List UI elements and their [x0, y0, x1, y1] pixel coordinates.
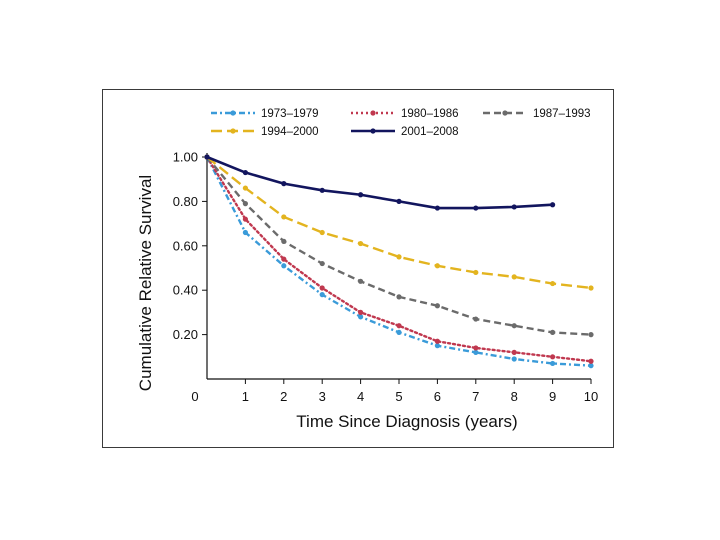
series-line — [206, 156, 592, 290]
x-tick-label: 5 — [395, 389, 402, 404]
data-point — [511, 349, 517, 355]
figure-frame: 1973–1979 1980–1986 1987–1993 1994–2000 2001… — [102, 89, 614, 448]
legend-item: 1980–1986 — [351, 108, 459, 120]
series-0 — [204, 154, 594, 369]
data-point — [396, 323, 402, 329]
x-tick-label: 4 — [357, 389, 364, 404]
data-point — [242, 201, 248, 207]
data-point — [281, 256, 287, 262]
data-point — [396, 329, 402, 335]
data-point — [281, 214, 287, 220]
legend-label: 2001–2008 — [401, 126, 459, 138]
data-point — [434, 343, 440, 349]
x-tick-label: 8 — [511, 389, 518, 404]
data-point — [319, 285, 325, 291]
data-point — [434, 205, 440, 211]
data-point — [473, 316, 479, 322]
data-point — [473, 205, 479, 211]
legend-marker — [370, 110, 376, 116]
data-point — [358, 278, 364, 284]
legend-label: 1973–1979 — [261, 108, 319, 120]
x-tick-label: 2 — [280, 389, 287, 404]
legend-marker — [230, 110, 236, 116]
legend-item: 1987–1993 — [483, 108, 591, 120]
y-tick-label: 0.60 — [173, 238, 198, 253]
data-point — [242, 169, 248, 176]
x-tick-label: 3 — [319, 389, 326, 404]
series-2 — [204, 154, 594, 338]
data-point — [434, 338, 440, 344]
series-3 — [204, 154, 594, 291]
data-point — [281, 181, 287, 187]
data-point — [588, 363, 594, 369]
data-point — [281, 238, 287, 244]
x-tick-label: 6 — [434, 389, 441, 404]
y-axis-label: Cumulative Relative Survival — [136, 175, 155, 391]
data-point — [511, 323, 517, 329]
y-tick-label: 0.80 — [173, 194, 198, 209]
legend: 1973–1979 1980–1986 1987–1993 1994–2000 2001… — [211, 108, 591, 138]
legend-marker — [370, 128, 376, 134]
data-point — [588, 332, 594, 338]
series-line — [206, 155, 553, 210]
legend-label: 1987–1993 — [533, 108, 591, 120]
legend-marker — [230, 128, 236, 134]
data-point — [588, 285, 594, 291]
data-point — [434, 303, 440, 309]
data-point — [550, 202, 556, 208]
data-point — [396, 294, 402, 300]
data-point — [281, 263, 287, 269]
legend-item: 2001–2008 — [351, 126, 459, 138]
x-tick-label: 10 — [584, 389, 598, 404]
data-point — [511, 356, 517, 362]
data-point — [434, 263, 440, 269]
data-point — [358, 240, 364, 247]
y-tick-label: 1.00 — [173, 150, 198, 165]
data-point — [550, 280, 556, 287]
series-line — [206, 156, 592, 336]
data-point — [204, 154, 210, 160]
data-point — [319, 292, 325, 298]
data-point — [242, 185, 248, 191]
x-tick-label: 1 — [242, 389, 249, 404]
data-point — [588, 358, 594, 364]
data-point — [358, 309, 364, 315]
data-point — [396, 198, 402, 204]
data-point — [550, 360, 556, 367]
data-point — [319, 187, 325, 193]
x-tick-label: 0 — [191, 389, 198, 404]
x-tick-label: 7 — [472, 389, 479, 404]
data-point — [511, 274, 517, 280]
axes: 0 1 2 3 4 5 6 7 8 9 10 0.20 0.40 0.60 0.80 1.00 — [173, 150, 599, 405]
data-point — [473, 349, 479, 355]
legend-label: 1994–2000 — [261, 126, 319, 138]
legend-item: 1973–1979 — [211, 108, 319, 120]
legend-item: 1994–2000 — [211, 126, 319, 138]
data-point — [358, 314, 364, 320]
data-point — [550, 354, 556, 360]
legend-marker — [502, 110, 508, 116]
survival-chart: 1973–1979 1980–1986 1987–1993 1994–2000 2001… — [136, 108, 599, 431]
x-tick-label: 9 — [549, 389, 556, 404]
data-point — [358, 192, 364, 198]
data-point — [473, 269, 479, 276]
data-point — [242, 216, 248, 222]
data-point — [319, 260, 325, 267]
series-4 — [204, 154, 556, 211]
data-point — [396, 254, 402, 260]
data-point — [511, 204, 517, 210]
series-group — [204, 154, 594, 369]
legend-label: 1980–1986 — [401, 108, 459, 120]
data-point — [319, 229, 325, 236]
y-tick-label: 0.40 — [173, 283, 198, 298]
data-point — [473, 345, 479, 351]
x-axis-label: Time Since Diagnosis (years) — [296, 412, 517, 431]
data-point — [242, 229, 248, 236]
data-point — [550, 329, 556, 335]
y-tick-label: 0.20 — [173, 327, 198, 342]
